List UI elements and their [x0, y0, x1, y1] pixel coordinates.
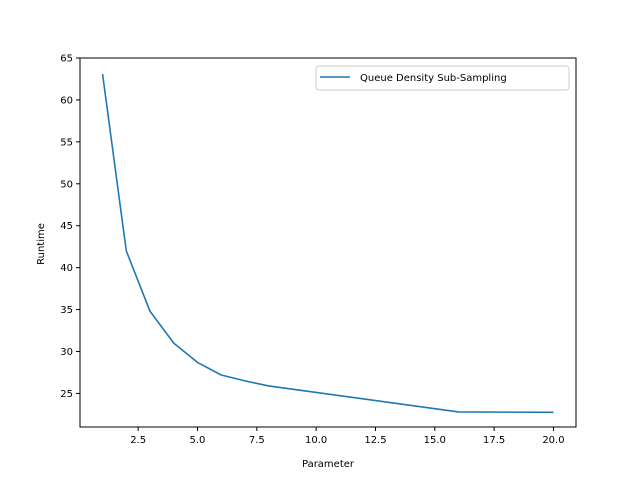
plot-frame [79, 57, 577, 428]
y-axis: 25 30 35 40 45 50 55 60 65 [60, 54, 80, 400]
legend-box [315, 65, 570, 91]
y-tick-label: 35 [60, 305, 73, 316]
y-tick-label: 55 [60, 137, 73, 148]
y-tick-label: 25 [60, 389, 73, 400]
y-tick-label: 30 [60, 347, 73, 358]
legend: Queue Density Sub-Sampling [315, 65, 570, 91]
series-line [101, 73, 554, 414]
y-tick-label: 45 [60, 221, 73, 232]
x-tick-label: 12.5 [364, 435, 386, 446]
x-tick-label: 5.0 [190, 435, 206, 446]
y-tick-label: 40 [60, 263, 73, 274]
x-tick-label: 17.5 [483, 435, 505, 446]
y-tick-label: 65 [60, 54, 73, 65]
x-tick-label: 20.0 [542, 435, 564, 446]
x-tick-label: 7.5 [249, 435, 265, 446]
x-axis-label: Parameter [302, 459, 355, 470]
plot-area [101, 73, 554, 414]
x-tick-label: 2.5 [130, 435, 146, 446]
x-axis: 2.5 5.0 7.5 10.0 12.5 15.0 17.5 20.0 [130, 427, 565, 446]
y-tick-label: 50 [60, 179, 73, 190]
legend-entry: Queue Density Sub-Sampling [360, 73, 507, 84]
y-axis-label: Runtime [36, 223, 47, 265]
x-tick-label: 15.0 [424, 435, 446, 446]
y-tick-label: 60 [60, 95, 73, 106]
x-tick-label: 10.0 [305, 435, 327, 446]
